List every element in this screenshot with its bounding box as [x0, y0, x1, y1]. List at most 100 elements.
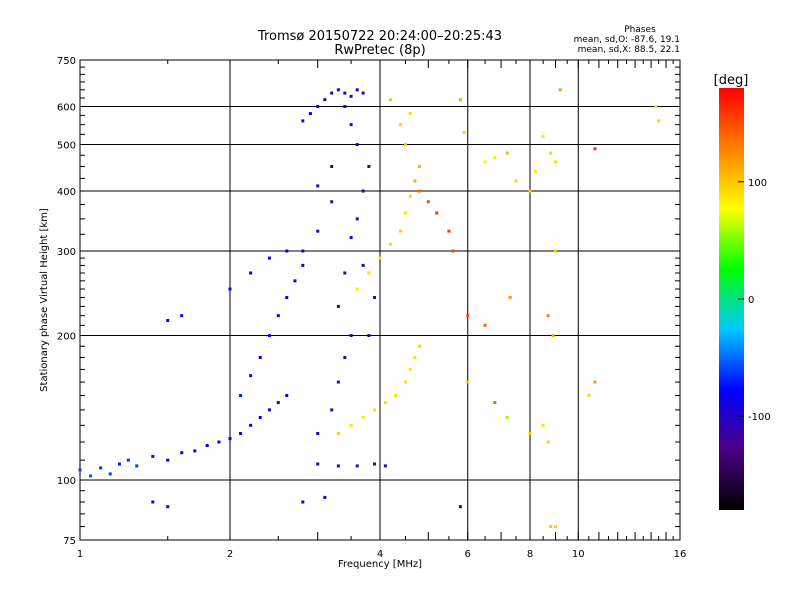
echo-point — [403, 380, 407, 384]
echo-point — [657, 119, 661, 123]
echo-point — [249, 374, 253, 378]
echo-point — [316, 432, 320, 436]
echo-point — [373, 408, 377, 412]
colorbar-ticks: 100 0 -100 — [738, 178, 771, 423]
echo-point — [267, 256, 271, 260]
phase-stats-heading: Phases — [624, 25, 656, 35]
echo-point — [126, 458, 130, 462]
echo-point — [483, 323, 487, 327]
echo-point — [239, 432, 243, 436]
echo-point — [553, 160, 557, 164]
echo-point — [505, 415, 509, 419]
echo-point — [308, 112, 312, 116]
echo-point — [316, 229, 320, 233]
echo-point — [408, 367, 412, 371]
echo-point — [301, 263, 305, 267]
x-tick-label: 8 — [527, 549, 533, 560]
colorbar-tick-label: -100 — [748, 412, 771, 423]
echo-point — [355, 143, 359, 147]
echo-point — [78, 468, 82, 472]
echo-point — [349, 123, 353, 127]
x-tick-label: 1 — [77, 549, 83, 560]
echo-point — [546, 314, 550, 318]
echo-point — [451, 249, 455, 253]
echo-point — [361, 189, 365, 193]
echo-point — [593, 380, 597, 384]
echo-point — [285, 249, 289, 253]
chart-title: Tromsø 20150722 20:24:00–20:25:43 — [257, 29, 502, 44]
echo-point — [249, 423, 253, 427]
echo-point — [553, 249, 557, 253]
echo-point — [349, 236, 353, 240]
echo-point — [417, 344, 421, 348]
echo-point — [301, 249, 305, 253]
y-axis-label: Stationary phase Virtual Height [km] — [39, 208, 50, 392]
echo-point — [180, 451, 184, 455]
echo-point — [316, 462, 320, 466]
y-tick-label: 400 — [57, 187, 76, 198]
y-tick-label: 750 — [57, 56, 76, 67]
x-tick-label: 4 — [377, 549, 383, 560]
echo-point — [361, 91, 365, 95]
echo-point — [508, 296, 512, 300]
echo-point — [361, 263, 365, 267]
echo-point — [389, 98, 393, 102]
echo-point — [549, 525, 553, 529]
x-axis: 1 2 4 6 8 10 16 — [77, 60, 687, 560]
y-tick-label: 300 — [57, 247, 76, 258]
echo-point — [373, 462, 377, 466]
echo-point — [426, 200, 430, 204]
echo-point — [267, 408, 271, 412]
x-tick-label: 10 — [572, 549, 585, 560]
echo-point — [399, 123, 403, 127]
y-axis: 75 100 200 300 400 500 600 750 — [57, 56, 680, 547]
echo-point — [355, 88, 359, 92]
echo-point — [267, 334, 271, 338]
grid-lines — [80, 60, 680, 540]
echo-point — [528, 189, 532, 193]
echo-point — [514, 179, 518, 183]
echo-point — [276, 401, 280, 405]
echo-point — [276, 314, 280, 318]
echo-point — [466, 380, 470, 384]
y-tick-label: 500 — [57, 141, 76, 152]
echo-point — [330, 200, 334, 204]
echo-point — [336, 380, 340, 384]
echo-point — [462, 130, 466, 134]
x-tick-label: 16 — [674, 549, 687, 560]
echo-point — [408, 194, 412, 198]
echo-point — [399, 229, 403, 233]
echo-point — [193, 449, 197, 453]
echo-point — [151, 500, 155, 504]
echo-point — [458, 505, 462, 509]
echo-point — [383, 464, 387, 468]
echo-point — [151, 454, 155, 458]
echo-point — [413, 355, 417, 359]
echo-point — [343, 355, 347, 359]
echo-point — [330, 408, 334, 412]
echo-point — [166, 318, 170, 322]
echo-point — [355, 217, 359, 221]
echo-point — [330, 91, 334, 95]
scatter-points — [78, 88, 661, 529]
echo-point — [378, 256, 382, 260]
x-tick-label: 6 — [465, 549, 471, 560]
echo-point — [117, 462, 121, 466]
echo-point — [285, 394, 289, 398]
colorbar-label: [deg] — [714, 73, 749, 88]
echo-point — [89, 474, 93, 478]
echo-point — [301, 500, 305, 504]
echo-point — [413, 179, 417, 183]
echo-point — [408, 112, 412, 116]
echo-point — [349, 94, 353, 98]
echo-point — [285, 296, 289, 300]
echo-point — [349, 423, 353, 427]
echo-point — [249, 271, 253, 275]
echo-point — [343, 91, 347, 95]
echo-point — [389, 242, 393, 246]
echo-point — [553, 525, 557, 529]
echo-point — [373, 296, 377, 300]
echo-point — [180, 314, 184, 318]
echo-point — [558, 88, 562, 92]
